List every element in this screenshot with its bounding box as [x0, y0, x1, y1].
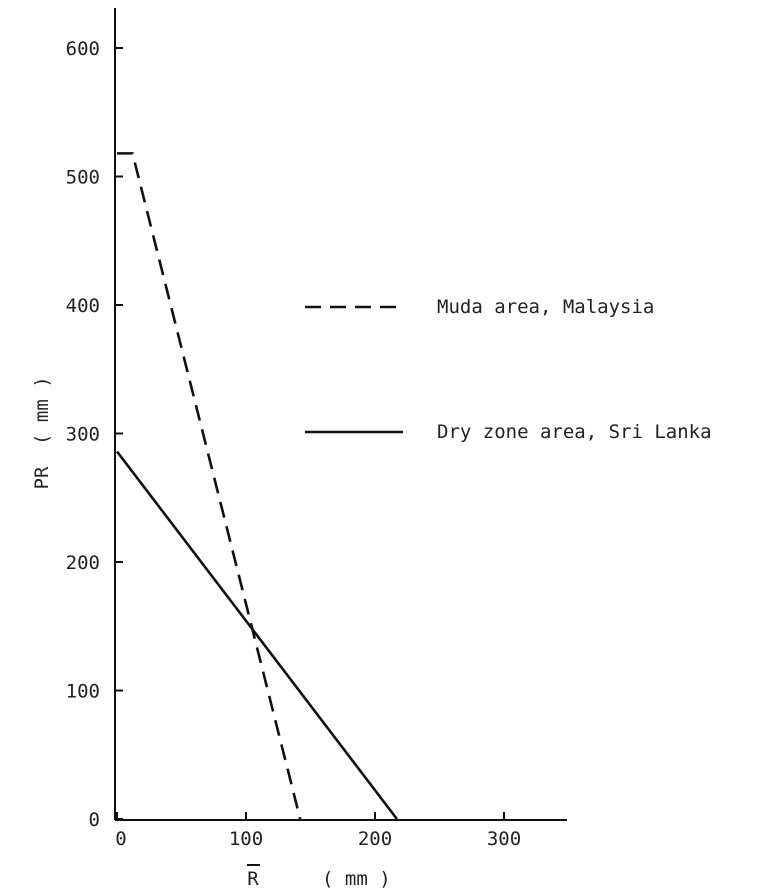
x-tick-label: 0 [115, 828, 126, 850]
y-tick-label: 300 [66, 424, 100, 446]
y-axis-title: PR ( mm ) [31, 376, 53, 489]
x-tick-label: 200 [358, 828, 392, 850]
plot-area: 0 100 200 300 400 500 600 0 100 200 300 [66, 8, 567, 850]
series-lines [115, 152, 398, 820]
y-tick-label: 100 [66, 681, 100, 703]
y-tick-label: 200 [66, 552, 100, 574]
x-axis-unit: ( mm ) [322, 868, 391, 890]
y-axis-unit: ( mm ) [31, 376, 53, 445]
series-line-0 [117, 152, 302, 820]
legend-label-muda: Muda area, Malaysia [437, 296, 654, 318]
x-tick-label: 100 [229, 828, 263, 850]
y-axis-label: PR [31, 466, 53, 489]
y-tick-label: 0 [89, 809, 100, 831]
y-tick-label: 500 [66, 167, 100, 189]
y-tick-label: 600 [66, 38, 100, 60]
x-axis-label: R [247, 868, 259, 890]
x-tick-label: 300 [487, 828, 521, 850]
legend: Muda area, Malaysia Dry zone area, Sri L… [305, 296, 712, 443]
y-tick-label: 400 [66, 295, 100, 317]
series-line-1 [115, 450, 398, 820]
x-axis-title: R ( mm ) [247, 864, 391, 890]
legend-label-dry-zone: Dry zone area, Sri Lanka [437, 421, 712, 443]
x-axis-ticks: 0 100 200 300 [115, 812, 521, 850]
y-axis-ticks: 0 100 200 300 400 500 600 [66, 38, 123, 831]
